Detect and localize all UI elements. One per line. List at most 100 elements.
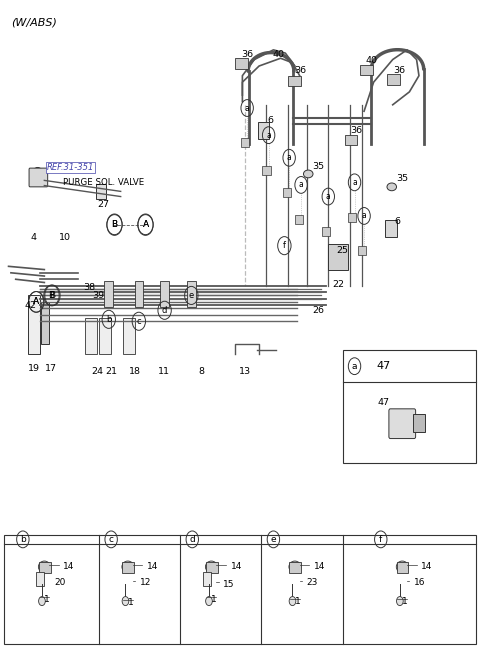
Text: 15: 15 [223, 580, 235, 589]
FancyBboxPatch shape [288, 76, 301, 86]
Text: B: B [48, 291, 55, 300]
Text: 4: 4 [30, 233, 36, 242]
FancyBboxPatch shape [387, 75, 400, 85]
Text: 13: 13 [239, 367, 251, 376]
FancyBboxPatch shape [203, 572, 211, 586]
Text: 36: 36 [394, 66, 406, 75]
FancyBboxPatch shape [396, 561, 408, 573]
Text: 38: 38 [84, 282, 96, 291]
FancyBboxPatch shape [348, 213, 357, 222]
FancyBboxPatch shape [358, 247, 366, 255]
Text: 14: 14 [314, 562, 325, 571]
Text: 14: 14 [147, 562, 158, 571]
Text: a: a [266, 130, 271, 140]
FancyBboxPatch shape [38, 561, 50, 573]
FancyBboxPatch shape [241, 138, 249, 147]
Text: e: e [271, 535, 276, 544]
Text: c: c [136, 317, 141, 326]
FancyBboxPatch shape [85, 318, 97, 354]
FancyBboxPatch shape [29, 168, 48, 187]
FancyBboxPatch shape [99, 318, 111, 354]
Text: 11: 11 [158, 367, 170, 376]
Text: f: f [283, 241, 286, 250]
Text: a: a [352, 361, 357, 371]
FancyBboxPatch shape [328, 245, 348, 270]
FancyBboxPatch shape [385, 220, 396, 238]
Text: 12: 12 [140, 578, 151, 587]
Text: 17: 17 [45, 364, 57, 373]
Text: 19: 19 [28, 364, 40, 373]
Text: a: a [245, 104, 250, 112]
Ellipse shape [289, 561, 301, 572]
Text: d: d [190, 535, 195, 544]
Text: d: d [162, 306, 168, 315]
Circle shape [396, 596, 403, 606]
Text: e: e [189, 291, 194, 300]
FancyBboxPatch shape [28, 295, 39, 354]
Text: 1: 1 [295, 596, 300, 606]
Ellipse shape [387, 183, 396, 191]
Circle shape [32, 167, 44, 184]
Text: 36: 36 [351, 126, 363, 135]
Text: 25: 25 [336, 246, 348, 254]
Text: c: c [108, 535, 114, 544]
Ellipse shape [38, 561, 50, 572]
Circle shape [122, 596, 129, 606]
FancyBboxPatch shape [389, 409, 416, 439]
Bar [4, 535, 476, 644]
Text: B: B [111, 221, 118, 230]
Text: a: a [362, 212, 366, 221]
FancyBboxPatch shape [40, 302, 49, 344]
Bar [343, 350, 476, 463]
Text: 22: 22 [333, 280, 345, 289]
Text: 47: 47 [376, 361, 390, 371]
Text: A: A [143, 221, 149, 230]
FancyBboxPatch shape [360, 65, 373, 75]
Text: B: B [111, 220, 118, 229]
Text: a: a [352, 178, 357, 187]
Text: A: A [33, 297, 39, 306]
Text: A: A [143, 220, 149, 229]
FancyBboxPatch shape [283, 188, 291, 197]
Text: 1: 1 [128, 598, 133, 607]
Text: f: f [379, 535, 383, 544]
Text: 1: 1 [402, 596, 408, 606]
FancyBboxPatch shape [263, 165, 271, 175]
Text: B: B [49, 291, 56, 300]
Text: REF.31-351: REF.31-351 [47, 163, 94, 172]
Text: 23: 23 [307, 578, 318, 587]
Text: a: a [326, 192, 331, 201]
Text: PURGE SOL. VALVE: PURGE SOL. VALVE [63, 178, 144, 187]
Text: 35: 35 [312, 162, 324, 171]
Text: 42: 42 [24, 300, 36, 310]
Ellipse shape [396, 561, 408, 572]
FancyBboxPatch shape [345, 134, 358, 145]
Text: 40: 40 [366, 56, 378, 66]
Text: 14: 14 [421, 562, 432, 571]
FancyBboxPatch shape [258, 121, 269, 139]
Text: 39: 39 [92, 291, 104, 300]
Text: (W/ABS): (W/ABS) [11, 18, 57, 27]
FancyBboxPatch shape [322, 227, 330, 236]
Text: 8: 8 [199, 367, 204, 376]
Text: 36: 36 [241, 50, 253, 59]
FancyBboxPatch shape [235, 58, 248, 69]
Text: 26: 26 [312, 306, 324, 315]
FancyBboxPatch shape [123, 318, 135, 354]
Circle shape [205, 596, 212, 606]
Text: 24: 24 [91, 367, 103, 376]
Text: b: b [106, 315, 111, 324]
Text: 1: 1 [211, 594, 217, 604]
FancyBboxPatch shape [96, 184, 106, 199]
Text: 21: 21 [106, 367, 118, 376]
Circle shape [289, 596, 296, 606]
Text: 14: 14 [230, 562, 242, 571]
FancyBboxPatch shape [289, 561, 301, 573]
FancyBboxPatch shape [160, 281, 169, 307]
Text: 1: 1 [44, 594, 50, 604]
Text: 40: 40 [273, 50, 285, 59]
Text: 35: 35 [396, 174, 408, 183]
Ellipse shape [122, 561, 134, 572]
FancyBboxPatch shape [205, 561, 217, 573]
Ellipse shape [205, 561, 217, 572]
